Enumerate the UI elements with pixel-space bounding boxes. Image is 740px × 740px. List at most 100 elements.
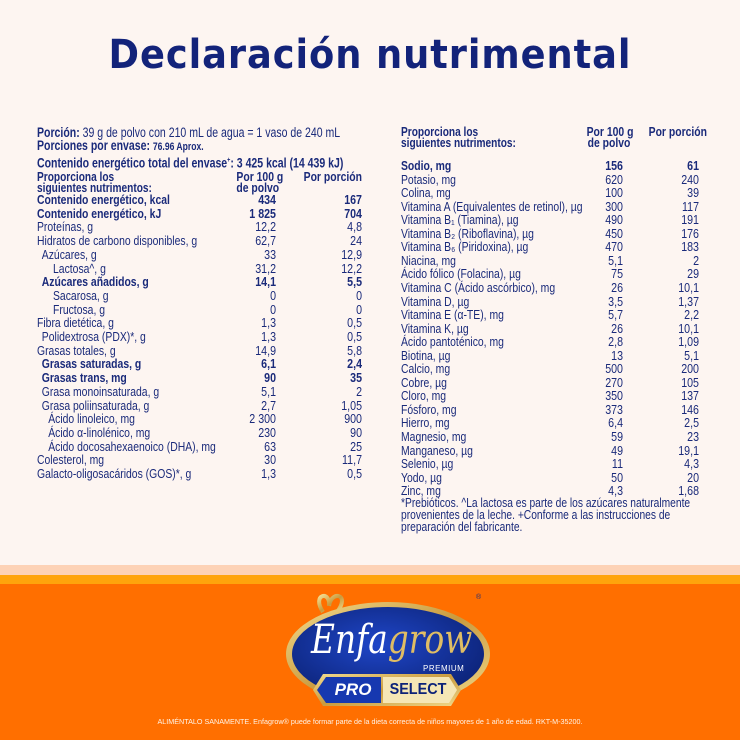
per-portion-value: 200 xyxy=(681,361,699,377)
left-table-row: Polidextrosa (PDX)*, g 1,3 0,5 xyxy=(37,329,367,344)
left-col-per100-header: Por 100 g de polvo xyxy=(236,169,284,194)
per-100g-value: 0 xyxy=(270,287,276,303)
nutrient-label: Fósforo, mg xyxy=(401,401,457,417)
per-portion-value: 4,8 xyxy=(347,219,362,235)
per-100g-value: 490 xyxy=(605,212,623,228)
per-100g-value: 11 xyxy=(611,456,623,472)
per-100g-value: 26 xyxy=(611,320,623,336)
per-portion-value: 105 xyxy=(681,374,699,390)
per-100g-value: 6,4 xyxy=(608,415,623,431)
per-100g-value: 2,8 xyxy=(608,334,623,350)
per-portion-value: 137 xyxy=(681,388,699,404)
portion-value: 39 g de polvo con 210 mL de agua = 1 vas… xyxy=(82,125,341,140)
nutrient-label: Grasas trans, mg xyxy=(41,370,127,386)
servings-label: Porciones por envase: xyxy=(37,138,150,153)
nutrient-label: Hierro, mg xyxy=(401,415,450,431)
per-portion-value: 11,7 xyxy=(342,452,362,468)
per-100g-value: 434 xyxy=(258,192,276,207)
right-col-per100-line2: de polvo xyxy=(587,135,631,150)
nutrient-label: Potasio, mg xyxy=(401,171,456,187)
nutrient-label: Grasa poliinsaturada, g xyxy=(41,397,150,413)
per-100g-value: 49 xyxy=(611,442,623,458)
per-100g-value: 75 xyxy=(611,266,623,282)
serving-info: Porción: 39 g de polvo con 210 mL de agu… xyxy=(37,126,430,170)
per-100g-value: 500 xyxy=(605,361,623,377)
per-100g-value: 350 xyxy=(605,388,623,404)
nutrient-label: Contenido energético, kJ xyxy=(37,205,162,221)
per-100g-value: 1,3 xyxy=(261,315,276,331)
badge-pro: PRO xyxy=(334,680,372,699)
per-100g-value: 6,1 xyxy=(261,356,276,372)
per-100g-value: 90 xyxy=(264,370,276,386)
nutrient-label: Polidextrosa (PDX)*, g xyxy=(41,329,146,344)
per-portion-value: 240 xyxy=(681,171,699,187)
left-table-row: Grasa monoinsaturada, g 5,1 2 xyxy=(37,383,367,399)
per-portion-value: 191 xyxy=(681,212,699,228)
right-header-label-line1: Proporciona los xyxy=(401,124,479,139)
right-table-row: Biotina, µg 13 5,1 xyxy=(401,347,731,363)
per-portion-value: 12,2 xyxy=(341,260,362,276)
nutrient-label: Azúcares, g xyxy=(41,246,97,262)
left-table-row: Grasas totales, g 14,9 5,8 xyxy=(37,344,367,357)
per-100g-value: 270 xyxy=(605,374,623,390)
left-col-per100-line1: Por 100 g xyxy=(236,169,284,184)
per-100g-value: 5,1 xyxy=(261,383,276,399)
nutrient-label: Contenido energético, kcal xyxy=(37,192,170,207)
per-100g-value: 2 300 xyxy=(249,411,276,427)
right-table-row: Magnesio, mg 59 23 xyxy=(401,429,731,444)
right-col-per100-header: Por 100 g de polvo xyxy=(587,125,634,150)
nutrient-label: Grasas saturadas, g xyxy=(41,356,142,372)
per-portion-value: 2 xyxy=(356,383,362,399)
per-100g-value: 30 xyxy=(264,452,276,468)
nutrient-label: Cloro, mg xyxy=(401,388,447,404)
right-nutrition-table: Proporciona los siguientes nutrimentos: … xyxy=(401,124,711,497)
right-table-row: Hierro, mg 6,4 2,5 xyxy=(401,415,731,431)
right-table-row: Ácido fólico (Folacina), µg 75 29 xyxy=(401,266,731,282)
left-table-row: Sacarosa, g 0 0 xyxy=(37,287,367,303)
right-header-label: Proporciona los siguientes nutrimentos: xyxy=(401,124,516,149)
per-portion-value: 2 xyxy=(693,252,699,268)
brand-name-part1: Enfa xyxy=(311,617,388,663)
right-col-portion-header: Por porción xyxy=(648,124,707,139)
per-portion-value: 5,1 xyxy=(684,347,699,363)
right-table-row: Cobre, µg 270 105 xyxy=(401,374,731,390)
right-table-row: Vitamina E (α-TE), mg 5,7 2,2 xyxy=(401,307,731,323)
right-table-row: Manganeso, µg 49 19,1 xyxy=(401,442,731,458)
left-header-label-line2: siguientes nutrimentos: xyxy=(37,180,152,195)
per-portion-value: 12,9 xyxy=(341,246,362,262)
left-table-row: Colesterol, mg 30 11,7 xyxy=(37,452,367,468)
per-100g-value: 100 xyxy=(605,185,623,201)
per-portion-value: 35 xyxy=(350,370,362,386)
enfagrow-logo: Enfagrow ® PREMIUM PRO SELECT xyxy=(283,588,493,710)
band-amber xyxy=(0,575,740,584)
nutrient-label: Manganeso, µg xyxy=(401,442,473,458)
per-portion-value: 10,1 xyxy=(678,320,699,336)
servings-line: Porciones por envase: 76.96 Aprox. xyxy=(37,139,343,154)
nutrient-label: Galacto-oligosacáridos (GOS)*, g xyxy=(37,466,192,481)
per-portion-value: 0 xyxy=(356,301,362,317)
energy-mark: + xyxy=(227,157,231,164)
right-table-row: Vitamina D, µg 3,5 1,37 xyxy=(401,295,731,308)
left-table-row: Fructosa, g 0 0 xyxy=(37,301,367,317)
per-100g-value: 5,7 xyxy=(608,307,623,323)
portion-label: Porción: xyxy=(37,125,80,140)
per-100g-value: 13 xyxy=(611,347,623,363)
per-portion-value: 24 xyxy=(350,233,362,249)
energy-line: Contenido energético total del envase+: … xyxy=(37,154,343,170)
nutrient-label: Calcio, mg xyxy=(401,361,451,377)
registered-mark: ® xyxy=(476,594,482,601)
per-100g-value: 1 825 xyxy=(249,205,276,221)
right-table-row: Yodo, µg 50 20 xyxy=(401,471,731,484)
per-portion-value: 2,5 xyxy=(684,415,699,431)
per-portion-value: 117 xyxy=(681,198,699,214)
nutrient-label: Hidratos de carbono disponibles, g xyxy=(37,233,198,249)
per-portion-value: 183 xyxy=(681,239,699,255)
right-table-row: Potasio, mg 620 240 xyxy=(401,171,731,187)
per-100g-value: 373 xyxy=(605,401,623,417)
per-100g-value: 31,2 xyxy=(255,260,276,276)
per-portion-value: 23 xyxy=(687,429,699,444)
left-table-row: Ácido docosahexaenoico (DHA), mg 63 25 xyxy=(37,440,367,453)
brand-name-part2: grow xyxy=(387,617,473,663)
nutrient-label: Magnesio, mg xyxy=(401,429,467,444)
left-header-label-line1: Proporciona los xyxy=(37,169,115,184)
